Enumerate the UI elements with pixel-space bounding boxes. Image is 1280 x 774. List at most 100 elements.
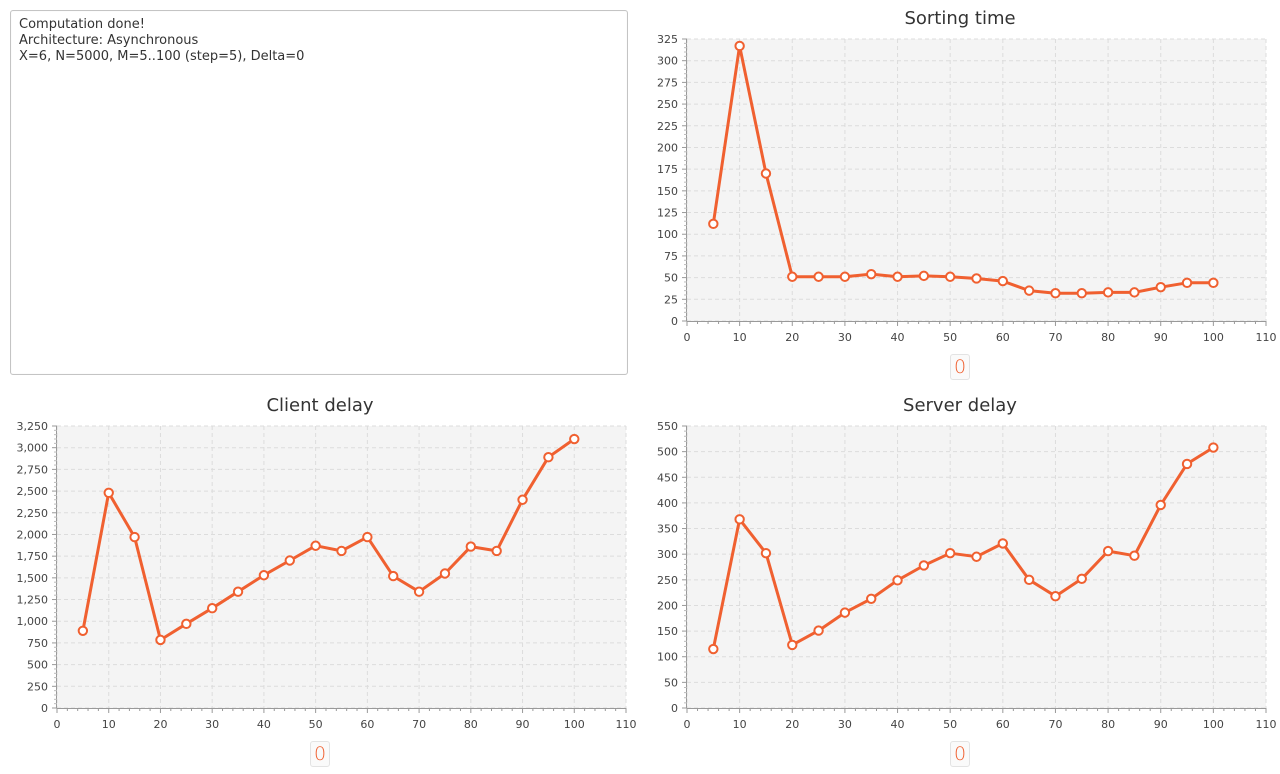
data-point-server-delay <box>813 625 824 636</box>
y-tick-label-sorting-time: 50 <box>664 272 678 285</box>
data-point-server-delay <box>1102 545 1114 557</box>
y-tick-label-sorting-time: 0 <box>671 315 678 328</box>
data-point-sorting-time <box>813 271 824 282</box>
data-point-sorting-time <box>1050 288 1061 299</box>
data-point-client-delay <box>388 570 399 582</box>
data-point-sorting-time <box>760 168 772 179</box>
data-point-sorting-time <box>839 271 851 282</box>
chart-client-delay: Client delay 0 10 20 30 40 50 60 70 80 90 100 110 0 25… <box>17 395 637 731</box>
y-tick-label-server-delay: 200 <box>657 599 678 612</box>
data-point-client-delay <box>232 586 244 597</box>
data-point-client-delay <box>206 603 218 614</box>
y-tick-label-client-delay: 250 <box>27 680 48 693</box>
data-point-client-delay <box>517 494 528 505</box>
chart-sorting-time: Sorting time 0 10 20 30 40 50 60 70 80 90 100 110 0 25… <box>657 8 1277 344</box>
data-point-client-delay <box>569 433 580 445</box>
data-point-sorting-time <box>866 268 877 280</box>
data-point-server-delay <box>1208 442 1219 453</box>
data-point-sorting-time <box>892 271 903 282</box>
data-point-sorting-time <box>971 273 982 284</box>
x-tick-label-server-delay: 80 <box>1101 718 1115 731</box>
x-tick-label-sorting-time: 70 <box>1048 331 1062 344</box>
data-point-server-delay <box>1129 550 1140 561</box>
y-tick-label-client-delay: 2,250 <box>17 507 49 520</box>
data-point-sorting-time <box>1102 287 1114 298</box>
x-tick-label-client-delay: 50 <box>309 718 323 731</box>
x-tick-label-sorting-time: 0 <box>684 331 691 344</box>
legend-label-sorting-time: 0 <box>953 355 967 378</box>
y-tick-label-client-delay: 1,500 <box>17 572 49 585</box>
y-tick-label-client-delay: 2,500 <box>17 485 49 498</box>
x-tick-label-server-delay: 0 <box>684 718 691 731</box>
legend-server-delay: 0 <box>950 741 970 767</box>
x-tick-label-sorting-time: 10 <box>733 331 747 344</box>
y-tick-label-server-delay: 0 <box>671 702 678 715</box>
legend-label-server-delay: 0 <box>953 742 967 765</box>
data-point-client-delay <box>103 487 114 499</box>
x-tick-label-client-delay: 0 <box>54 718 61 731</box>
data-point-client-delay <box>439 568 451 579</box>
data-point-server-delay <box>918 560 930 571</box>
y-tick-label-client-delay: 1,750 <box>17 550 49 563</box>
chart-title-server-delay: Server delay <box>903 395 1017 416</box>
x-tick-label-client-delay: 30 <box>205 718 219 731</box>
chart-title-sorting-time: Sorting time <box>904 8 1015 29</box>
x-tick-label-client-delay: 110 <box>616 718 637 731</box>
data-point-sorting-time <box>1129 287 1140 298</box>
data-point-server-delay <box>971 551 982 562</box>
x-tick-label-client-delay: 80 <box>464 718 478 731</box>
y-tick-label-client-delay: 3,250 <box>17 420 49 433</box>
data-point-client-delay <box>258 570 270 581</box>
data-point-client-delay <box>284 555 295 566</box>
data-point-server-delay <box>1181 458 1193 470</box>
data-point-sorting-time <box>1208 277 1219 289</box>
y-tick-label-sorting-time: 225 <box>657 120 678 133</box>
data-point-server-delay <box>892 575 903 586</box>
y-tick-label-client-delay: 0 <box>41 702 48 715</box>
x-tick-label-server-delay: 20 <box>785 718 799 731</box>
data-point-sorting-time <box>918 270 930 282</box>
x-tick-label-server-delay: 100 <box>1203 718 1224 731</box>
y-tick-label-server-delay: 500 <box>657 446 678 459</box>
y-tick-label-client-delay: 1,000 <box>17 615 49 628</box>
data-point-server-delay <box>997 538 1009 549</box>
y-tick-label-server-delay: 300 <box>657 548 678 561</box>
y-tick-label-sorting-time: 75 <box>664 250 678 263</box>
chart-title-client-delay: Client delay <box>266 395 373 416</box>
y-tick-label-client-delay: 1,250 <box>17 594 49 607</box>
y-tick-label-sorting-time: 275 <box>657 76 678 89</box>
data-point-server-delay <box>1023 574 1035 586</box>
y-tick-label-server-delay: 150 <box>657 625 678 638</box>
x-tick-label-client-delay: 60 <box>360 718 374 731</box>
data-point-client-delay <box>129 531 140 543</box>
x-tick-label-client-delay: 90 <box>516 718 530 731</box>
y-tick-label-sorting-time: 325 <box>657 33 678 46</box>
log-textarea[interactable]: Computation done! Architecture: Asynchro… <box>10 10 628 375</box>
x-tick-label-sorting-time: 40 <box>891 331 905 344</box>
y-tick-label-sorting-time: 300 <box>657 55 678 68</box>
log-line-status: Computation done! <box>19 17 145 32</box>
x-tick-label-server-delay: 110 <box>1256 718 1277 731</box>
data-point-client-delay <box>491 545 502 557</box>
x-tick-label-sorting-time: 110 <box>1256 331 1277 344</box>
y-tick-label-server-delay: 450 <box>657 471 678 484</box>
y-tick-label-client-delay: 2,750 <box>17 463 49 476</box>
data-point-sorting-time <box>1181 277 1193 289</box>
x-tick-label-sorting-time: 50 <box>943 331 957 344</box>
data-point-client-delay <box>310 540 321 551</box>
x-tick-label-client-delay: 40 <box>257 718 271 731</box>
data-point-client-delay <box>413 586 425 597</box>
y-tick-label-sorting-time: 100 <box>657 228 678 241</box>
legend-label-client-delay: 0 <box>313 742 327 765</box>
x-tick-label-client-delay: 10 <box>102 718 116 731</box>
y-tick-label-server-delay: 400 <box>657 497 678 510</box>
plot-area-server-delay <box>687 426 1266 708</box>
plot-area-client-delay <box>57 426 626 708</box>
data-point-server-delay <box>787 639 798 651</box>
data-point-client-delay <box>543 452 554 463</box>
x-tick-label-client-delay: 100 <box>564 718 585 731</box>
data-point-client-delay <box>362 531 373 543</box>
y-tick-label-client-delay: 3,000 <box>17 442 49 455</box>
x-tick-label-server-delay: 50 <box>943 718 957 731</box>
data-point-server-delay <box>944 547 956 559</box>
